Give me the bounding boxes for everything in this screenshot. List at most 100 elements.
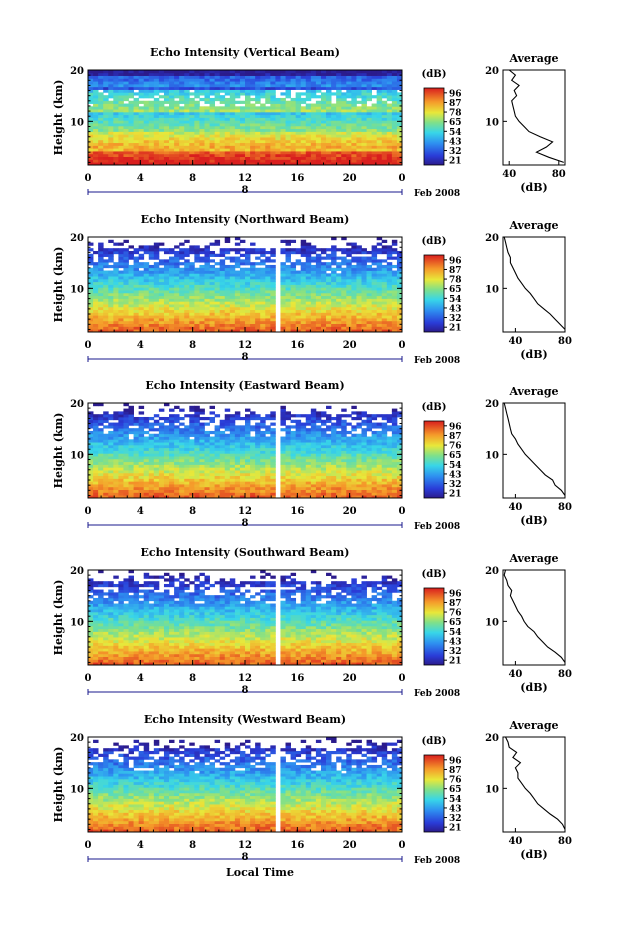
heatmap-cell [103, 139, 109, 144]
heatmap-cell [391, 153, 398, 158]
heatmap-cell [234, 270, 241, 274]
heatmap-cell [386, 125, 393, 130]
heatmap-cell [386, 304, 393, 308]
heatmap-cell [184, 151, 190, 155]
heatmap-cell [224, 315, 231, 319]
heatmap-cell [199, 131, 205, 135]
heatmap-cell [305, 467, 312, 471]
heatmap-cell [148, 470, 155, 474]
heatmap-cell [234, 259, 241, 263]
heatmap-cell [371, 492, 378, 496]
heatmap-cell [366, 111, 373, 116]
heatmap-cell [250, 284, 256, 288]
heatmap-cell [163, 148, 170, 152]
heatmap-cell [315, 151, 322, 155]
heatmap-cell [88, 125, 94, 130]
heatmap-cell [260, 472, 266, 477]
heatmap-cell [326, 162, 332, 166]
heatmap-cell [93, 273, 99, 277]
heatmap-cell [326, 495, 332, 499]
heatmap-cell [93, 470, 99, 474]
heatmap-cell [305, 89, 312, 93]
heatmap-cell [336, 464, 342, 468]
heatmap-cell [300, 456, 307, 460]
heatmap-cell [285, 162, 291, 166]
heatmap-cell [93, 134, 99, 138]
heatmap-cell [143, 281, 150, 285]
heatmap-cell [189, 278, 195, 283]
heatmap-cell [189, 148, 195, 152]
heatmap-cell [93, 156, 99, 160]
heatmap-cell [239, 148, 246, 152]
heatmap-cell [386, 315, 393, 319]
heatmap-cell [93, 326, 99, 330]
heatmap-cell [331, 134, 337, 138]
heatmap-cell [148, 461, 155, 465]
heatmap-cell [275, 117, 281, 121]
heatmap-cell [174, 139, 180, 144]
heatmap-cell [214, 461, 221, 465]
heatmap-cell [189, 478, 195, 482]
heatmap-cell [199, 70, 205, 74]
heatmap-cell [371, 464, 378, 468]
heatmap-cell [209, 298, 216, 302]
heatmap-cell [371, 470, 378, 474]
heatmap-cell [315, 95, 322, 99]
heatmap-cell [224, 301, 231, 305]
heatmap-cell [113, 153, 119, 158]
heatmap-cell [128, 142, 134, 146]
heatmap-cell [351, 111, 357, 116]
heatmap-cell [270, 128, 276, 132]
heatmap-cell [315, 492, 322, 496]
heatmap-cell [98, 117, 104, 121]
heatmap-cell [310, 276, 317, 280]
heatmap-cell [123, 137, 129, 141]
heatmap-cell [366, 83, 373, 88]
heatmap-cell [250, 162, 256, 166]
heatmap-cell [153, 320, 160, 325]
heatmap-cell [260, 109, 266, 113]
heatmap-cell [356, 278, 362, 283]
heatmap-cell [371, 72, 378, 76]
heatmap-cell [148, 318, 155, 322]
heatmap-cell [336, 312, 342, 316]
heatmap-cell [158, 156, 165, 160]
heatmap-cell [133, 456, 140, 460]
heatmap-cell [103, 100, 109, 104]
heatmap-cell [346, 484, 352, 488]
heatmap-cell [356, 72, 362, 76]
heatmap-cell [169, 256, 175, 260]
heatmap-cell [245, 89, 251, 93]
heatmap-cell [118, 486, 124, 491]
heatmap-cell [199, 484, 205, 488]
heatmap-cell [366, 109, 373, 113]
heatmap-cell [209, 162, 216, 166]
heatmap-cell [174, 245, 180, 249]
heatmap-cell [194, 89, 200, 93]
heatmap-cell [295, 295, 302, 299]
heatmap-cell [326, 83, 332, 88]
heatmap-cell [123, 78, 129, 82]
heatmap-cell [88, 100, 94, 104]
heatmap-cell [285, 81, 291, 85]
heatmap-cell [88, 114, 94, 118]
heatmap-cell [118, 278, 124, 283]
heatmap-cell [93, 472, 99, 477]
heatmap-cell [219, 456, 226, 460]
heatmap-cell [234, 72, 241, 76]
heatmap-cell [158, 270, 165, 274]
heatmap-cell [310, 250, 317, 255]
heatmap-cell [260, 467, 266, 471]
heatmap-cell [331, 304, 337, 308]
heatmap-cell [326, 148, 332, 152]
heatmap-cell [98, 287, 104, 291]
heatmap-cell [103, 456, 109, 460]
heatmap-cell [148, 151, 155, 155]
heatmap-cell [214, 125, 221, 130]
heatmap-cell [88, 162, 94, 166]
heatmap-cell [341, 259, 347, 263]
heatmap-cell [341, 295, 347, 299]
heatmap-cell [255, 159, 261, 163]
heatmap-cell [184, 97, 190, 102]
heatmap-cell [381, 162, 388, 166]
